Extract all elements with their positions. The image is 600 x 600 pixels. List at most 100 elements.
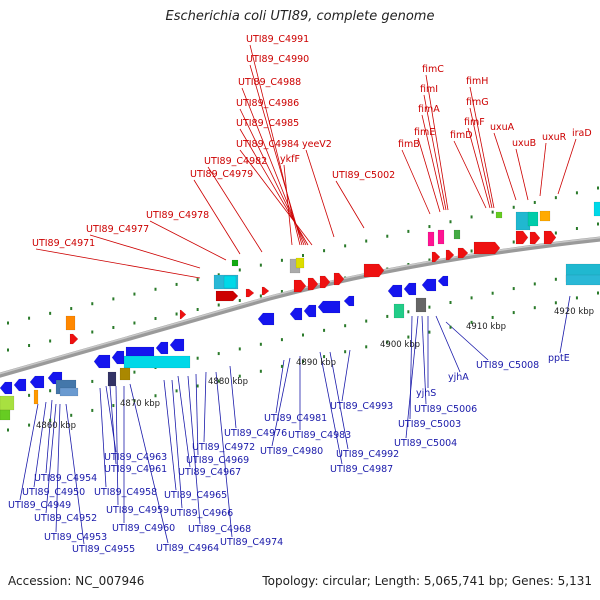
leader-line-bottom — [129, 383, 169, 544]
leader-line-top — [207, 166, 263, 253]
genome-summary: Topology: circular; Length: 5,065,741 bp… — [262, 574, 592, 588]
leader-line-bottom — [45, 403, 57, 514]
gene-label-bottom: UTI89_C4964 — [156, 543, 219, 554]
gene-block-44 — [0, 381, 13, 395]
gene-block-10 — [445, 249, 455, 261]
gene-block-29 — [495, 211, 503, 219]
ring-tick-outer-bottom — [196, 384, 199, 388]
gene-label-bottom: UTI89_C4974 — [220, 537, 283, 548]
gene-block-49 — [123, 355, 191, 369]
leader-line-top — [417, 137, 441, 213]
ring-tick-outer-bottom — [407, 335, 410, 339]
ring-tick-inner-bottom — [428, 305, 431, 309]
leader-line-top — [423, 94, 447, 211]
ring-tick-inner-top — [49, 339, 52, 343]
ring-tick-outer-bottom — [323, 355, 326, 359]
gene-label-top: UTI89_C4971 — [32, 238, 95, 249]
kbp-label: 4900 kbp — [380, 340, 420, 350]
ring-tick-inner-top — [133, 321, 136, 325]
gene-label-top: UTI89_C4985 — [236, 118, 299, 129]
ring-tick-inner-top — [175, 312, 178, 316]
leader-line-top — [469, 86, 495, 209]
gene-block-0 — [215, 290, 239, 302]
ring-tick-inner-bottom — [49, 389, 52, 393]
gene-block-38 — [421, 278, 437, 292]
gene-label-top: UTI89_C4982 — [204, 156, 267, 167]
gene-block-54 — [0, 395, 15, 411]
ring-tick-inner-bottom — [365, 319, 368, 323]
gene-label-top: fimF — [464, 117, 485, 128]
gene-block-43 — [169, 338, 185, 352]
ring-tick-outer-bottom — [575, 296, 578, 300]
leader-line-bottom — [55, 403, 61, 533]
leader-line-bottom — [215, 371, 233, 538]
ring-tick-inner-top — [112, 326, 115, 329]
gene-label-bottom: UTI89_C4959 — [106, 505, 169, 516]
ring-tick-inner-bottom — [217, 352, 220, 356]
gene-block-57 — [393, 303, 405, 319]
gene-label-bottom: UTI89_C4983 — [288, 430, 351, 441]
leader-line-top — [193, 179, 241, 255]
leader-line-bottom — [203, 371, 207, 443]
leader-line-top — [239, 128, 309, 246]
gene-label-bottom: UTI89_C4976 — [224, 428, 287, 439]
gene-block-20 — [295, 257, 305, 269]
gene-block-33 — [303, 304, 317, 318]
gene-label-top: fimH — [466, 76, 488, 87]
ring-tick-outer-bottom — [7, 428, 9, 432]
gene-label-top: uxuB — [512, 138, 536, 149]
gene-label-bottom: UTI89_C4953 — [44, 532, 107, 543]
ring-tick-outer-bottom — [28, 423, 31, 427]
gene-block-36 — [387, 284, 403, 298]
ring-tick-inner-top — [154, 317, 157, 320]
ring-tick-outer-bottom — [154, 394, 157, 398]
ring-tick-inner-bottom — [470, 296, 473, 300]
ring-tick-outer-bottom — [280, 364, 283, 368]
gene-label-bottom: UTI89_C4952 — [34, 513, 97, 524]
gene-block-45 — [13, 378, 27, 392]
gene-block-40 — [93, 354, 111, 369]
gene-block-12 — [473, 241, 501, 255]
ring-tick-outer-bottom — [365, 345, 368, 349]
gene-block-46 — [29, 375, 45, 389]
ring-tick-outer-top — [70, 307, 73, 311]
gene-label-top: fimI — [420, 84, 438, 95]
leader-line-bottom — [229, 365, 237, 429]
gene-block-15 — [543, 230, 557, 245]
gene-label-bottom: UTI89_C4968 — [188, 524, 251, 535]
gene-label-bottom: UTI89_C5003 — [398, 419, 461, 430]
leader-line-top — [335, 180, 365, 229]
ring-tick-inner-bottom — [344, 324, 347, 328]
gene-block-26 — [527, 211, 539, 227]
gene-block-7 — [363, 263, 385, 278]
leader-line-top — [249, 44, 301, 246]
ring-tick-outer-top — [133, 292, 136, 296]
accession-text: Accession: NC_007946 — [8, 574, 145, 588]
ring-tick-outer-top — [323, 249, 326, 253]
ring-tick-outer-top — [175, 282, 178, 286]
gene-block-21 — [65, 315, 76, 331]
gene-label-top: uxuR — [542, 132, 567, 143]
gene-label-top: fimA — [418, 104, 440, 115]
gene-block-34 — [317, 300, 341, 314]
ring-tick-inner-bottom — [259, 342, 262, 346]
ring-tick-outer-top — [196, 278, 199, 282]
gene-label-bottom: UTI89_C4963 — [104, 452, 167, 463]
ring-tick-inner-bottom — [28, 393, 31, 397]
ring-tick-outer-top — [575, 191, 578, 195]
ring-tick-outer-top — [238, 268, 241, 272]
ring-tick-outer-top — [597, 186, 599, 190]
kbp-label: 4890 kbp — [296, 358, 336, 368]
gene-label-top: fimD — [450, 130, 473, 141]
kbp-label: 4920 kbp — [554, 307, 594, 317]
leader-line-top — [469, 107, 493, 209]
ring-tick-outer-bottom — [112, 404, 115, 408]
kbp-label: 4860 kbp — [36, 421, 76, 431]
gene-label-bottom: UTI89_C4980 — [260, 446, 323, 457]
gene-block-32 — [289, 307, 303, 321]
gene-block-14 — [529, 231, 541, 245]
gene-label-bottom: UTI89_C4950 — [22, 487, 85, 498]
ring-tick-inner-top — [554, 231, 557, 235]
leader-line-bottom — [275, 359, 285, 414]
